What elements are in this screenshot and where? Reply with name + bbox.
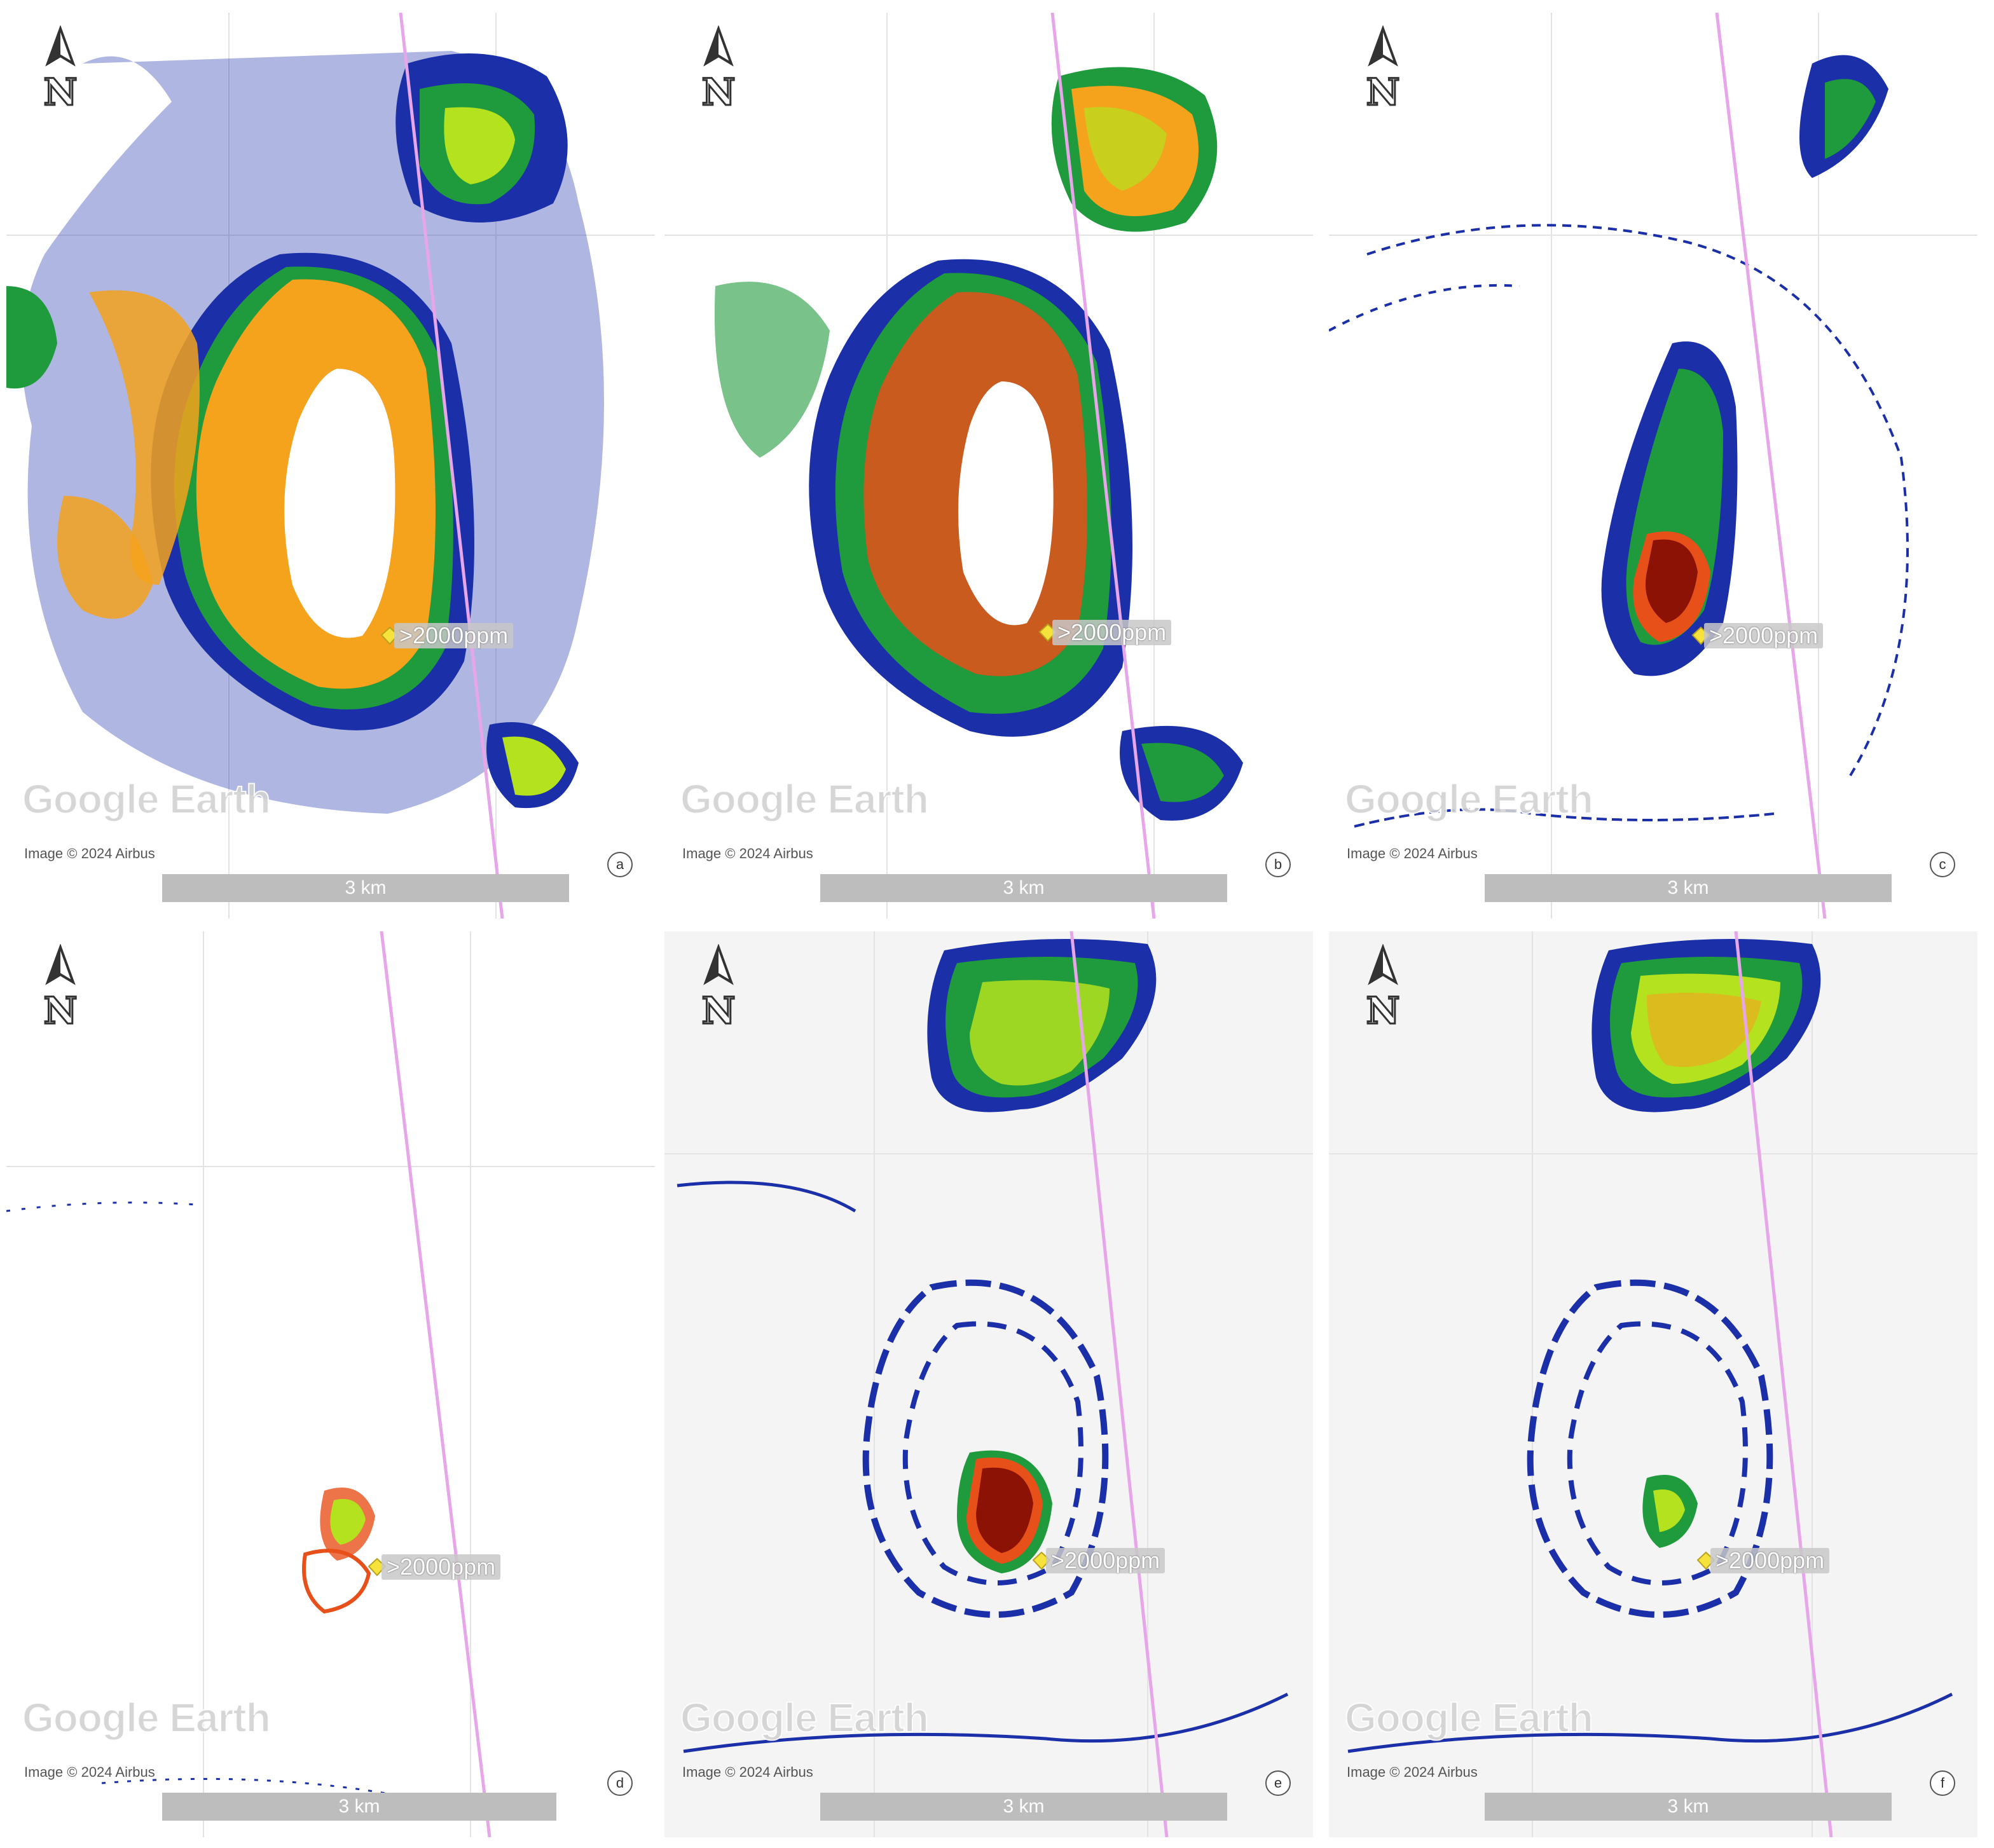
image-credit: Image © 2024 Airbus [24,1764,155,1780]
north-arrow-icon [38,944,83,1034]
panel-letter-a: a [607,852,633,877]
panel-letter-b: b [1265,852,1291,877]
image-credit: Image © 2024 Airbus [682,1764,813,1780]
scale-bar: 3 km [820,874,1227,902]
scale-bar: 3 km [162,874,569,902]
scale-bar: 3 km [162,1793,556,1821]
concentration-label: >2000ppm [1704,623,1824,648]
scale-bar: 3 km [820,1793,1227,1821]
map-panel-e: >2000ppm Google Earth Image © 2024 Airbu… [664,931,1313,1837]
north-arrow-icon [1361,944,1405,1034]
panel-letter-c: c [1930,852,1955,877]
concentration-map-c [1329,13,1977,919]
concentration-map-d [6,931,655,1837]
google-earth-watermark: Google Earth [680,776,930,823]
concentration-map-b [664,13,1313,919]
north-arrow-icon [1361,25,1405,115]
map-panel-d: >2000ppm Google Earth Image © 2024 Airbu… [6,931,655,1837]
concentration-label: >2000ppm [1710,1548,1830,1573]
google-earth-watermark: Google Earth [1344,1694,1594,1741]
north-arrow-icon [38,25,83,115]
panel-letter-d: d [607,1770,633,1796]
scale-bar: 3 km [1485,1793,1892,1821]
google-earth-watermark: Google Earth [1344,776,1594,823]
map-panel-c: >2000ppm Google Earth Image © 2024 Airbu… [1329,13,1977,919]
panel-letter-e: e [1265,1770,1291,1796]
concentration-map-f [1329,931,1977,1837]
google-earth-watermark: Google Earth [680,1694,930,1741]
scale-bar: 3 km [1485,874,1892,902]
panel-letter-f: f [1930,1770,1955,1796]
north-arrow-icon [696,944,741,1034]
concentration-label: >2000ppm [382,1554,501,1580]
map-panel-f: >2000ppm Google Earth Image © 2024 Airbu… [1329,931,1977,1837]
concentration-map-e [664,931,1313,1837]
concentration-label: >2000ppm [1052,620,1172,645]
concentration-label: >2000ppm [394,623,514,648]
map-panel-b: >2000ppm Google Earth Image © 2024 Airbu… [664,13,1313,919]
google-earth-watermark: Google Earth [22,1694,272,1741]
image-credit: Image © 2024 Airbus [682,845,813,861]
north-arrow-icon [696,25,741,115]
image-credit: Image © 2024 Airbus [1347,845,1478,861]
image-credit: Image © 2024 Airbus [1347,1764,1478,1780]
google-earth-watermark: Google Earth [22,776,272,823]
map-panel-a: >2000ppm Google Earth Image © 2024 Airbu… [6,13,655,919]
concentration-label: >2000ppm [1046,1548,1165,1573]
image-credit: Image © 2024 Airbus [24,845,155,861]
